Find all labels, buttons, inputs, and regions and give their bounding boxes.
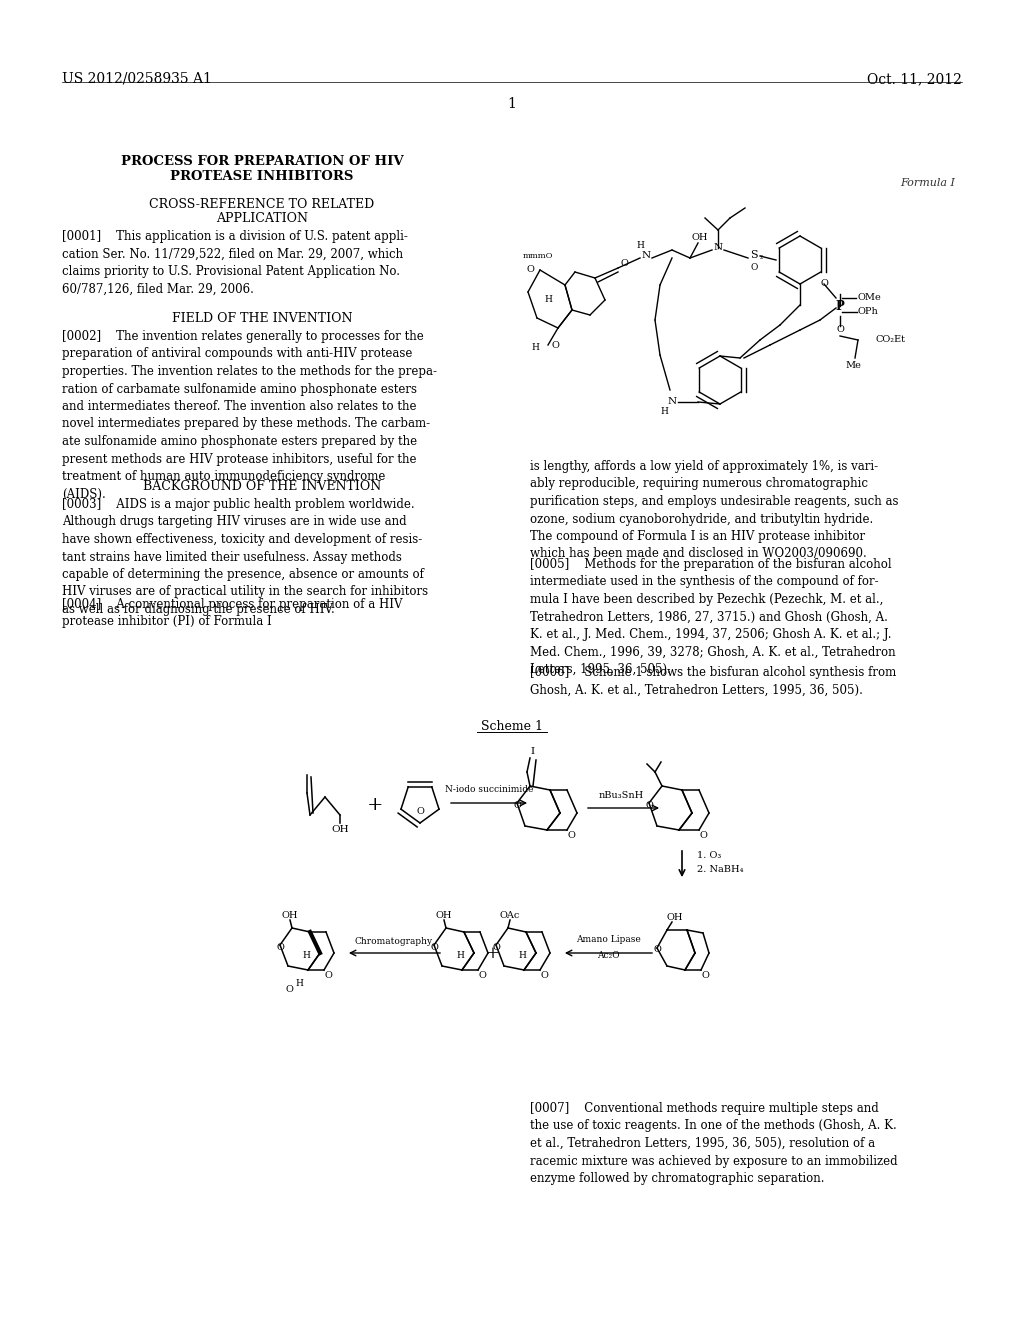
Text: Amano Lipase: Amano Lipase (575, 936, 640, 945)
Text: N-iodo succinimide: N-iodo succinimide (444, 785, 534, 795)
Text: 2. NaBH₄: 2. NaBH₄ (697, 866, 743, 874)
Text: Scheme 1: Scheme 1 (481, 719, 543, 733)
Text: H: H (544, 296, 552, 305)
Text: OH: OH (692, 234, 709, 243)
Text: O: O (324, 972, 332, 981)
Text: Oct. 11, 2012: Oct. 11, 2012 (867, 73, 962, 86)
Text: O: O (416, 807, 424, 816)
Text: N: N (668, 397, 677, 407)
Text: +: + (485, 945, 499, 961)
Text: PROCESS FOR PREPARATION OF HIV: PROCESS FOR PREPARATION OF HIV (121, 154, 403, 168)
Text: US 2012/0258935 A1: US 2012/0258935 A1 (62, 73, 212, 86)
Text: O: O (276, 944, 284, 953)
Text: [0004]    A conventional process for preparation of a HIV
protease inhibitor (PI: [0004] A conventional process for prepar… (62, 598, 402, 628)
Text: O: O (653, 945, 660, 954)
Text: is lengthy, affords a low yield of approximately 1%, is vari-
ably reproducible,: is lengthy, affords a low yield of appro… (530, 459, 898, 561)
Text: Me: Me (845, 360, 861, 370)
Text: Ac₂O: Ac₂O (597, 950, 620, 960)
Text: FIELD OF THE INVENTION: FIELD OF THE INVENTION (172, 312, 352, 325)
Text: OMe: OMe (858, 293, 882, 302)
Text: O: O (621, 260, 628, 268)
Text: [0001]    This application is a division of U.S. patent appli-
cation Ser. No. 1: [0001] This application is a division of… (62, 230, 408, 296)
Text: [0003]    AIDS is a major public health problem worldwide.
Although drugs target: [0003] AIDS is a major public health pro… (62, 498, 428, 616)
Text: O: O (551, 341, 559, 350)
Text: O: O (478, 972, 486, 981)
Text: N: N (714, 243, 723, 252)
Text: O: O (699, 832, 707, 841)
Text: Formula I: Formula I (900, 178, 955, 187)
Text: PROTEASE INHIBITORS: PROTEASE INHIBITORS (170, 170, 353, 183)
Text: mmmO: mmmO (522, 252, 553, 260)
Text: [0006]    Scheme 1 shows the bisfuran alcohol synthesis from
Ghosh, A. K. et al.: [0006] Scheme 1 shows the bisfuran alcoh… (530, 667, 896, 697)
Text: OH: OH (282, 912, 298, 920)
Text: OH: OH (667, 913, 683, 923)
Text: [0002]    The invention relates generally to processes for the
preparation of an: [0002] The invention relates generally t… (62, 330, 437, 500)
Text: OH: OH (436, 912, 453, 920)
Text: +: + (367, 796, 383, 814)
Text: H: H (636, 240, 644, 249)
Text: H: H (660, 408, 668, 417)
Text: O: O (701, 972, 709, 981)
Text: I: I (530, 747, 536, 756)
Text: 1: 1 (508, 96, 516, 111)
Text: N: N (641, 251, 650, 260)
Text: Chromatography: Chromatography (355, 937, 433, 946)
Text: O: O (285, 986, 293, 994)
Text: CROSS-REFERENCE TO RELATED: CROSS-REFERENCE TO RELATED (150, 198, 375, 211)
Text: O: O (836, 326, 844, 334)
Text: O: O (567, 832, 574, 841)
Text: S: S (751, 249, 758, 260)
Text: nBu₃SnH: nBu₃SnH (598, 791, 644, 800)
Text: ₂: ₂ (760, 253, 763, 261)
Text: H: H (518, 952, 526, 961)
Text: H: H (295, 978, 303, 987)
Text: H: H (302, 952, 310, 961)
Text: P: P (836, 300, 845, 313)
Text: O: O (751, 264, 758, 272)
Text: CO₂Et: CO₂Et (876, 335, 906, 345)
Text: APPLICATION: APPLICATION (216, 213, 308, 224)
Text: BACKGROUND OF THE INVENTION: BACKGROUND OF THE INVENTION (143, 480, 381, 492)
Text: O: O (493, 944, 500, 953)
Text: OPh: OPh (858, 308, 879, 317)
Text: O: O (526, 265, 534, 275)
Text: O: O (820, 280, 828, 289)
Text: 1. O₃: 1. O₃ (697, 851, 721, 861)
Text: O: O (430, 944, 438, 953)
Text: H: H (531, 343, 539, 352)
Text: OAc: OAc (500, 912, 520, 920)
Text: O: O (645, 801, 653, 810)
Text: H: H (456, 952, 464, 961)
Text: OH: OH (331, 825, 349, 833)
Text: O: O (540, 972, 548, 981)
Text: [0007]    Conventional methods require multiple steps and
the use of toxic reage: [0007] Conventional methods require mult… (530, 1102, 898, 1185)
Text: [0005]    Methods for the preparation of the bisfuran alcohol
intermediate used : [0005] Methods for the preparation of th… (530, 558, 896, 676)
Text: O: O (513, 801, 521, 810)
